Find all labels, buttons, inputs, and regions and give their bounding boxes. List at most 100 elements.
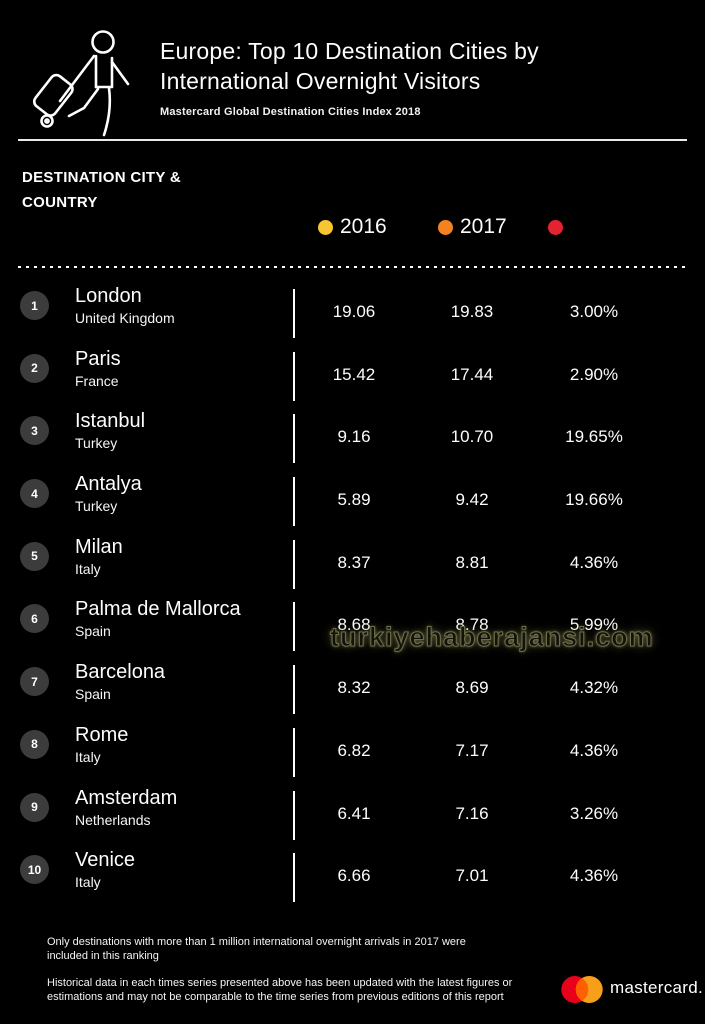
rank-badge: 1 xyxy=(20,291,49,320)
table-row: 10 Venice Italy 6.66 7.01 4.36% xyxy=(0,847,705,910)
city-name: Palma de Mallorca xyxy=(75,598,241,621)
city-name: Barcelona xyxy=(75,661,166,684)
destination-cell: Amsterdam Netherlands xyxy=(75,787,177,831)
rank-badge: 4 xyxy=(20,479,49,509)
footnote-historical: Historical data in each times series pre… xyxy=(47,977,513,1003)
value-2016: 8.37 xyxy=(337,552,371,572)
value-2016: 15.42 xyxy=(332,364,376,384)
dotted-divider xyxy=(18,266,690,268)
value-2016: 8.32 xyxy=(337,678,371,698)
row-divider xyxy=(293,477,295,527)
city-name: Venice xyxy=(75,849,136,872)
table-row: 6 Palma de Mallorca Spain 8.68 8.78 5.99% xyxy=(0,596,705,659)
value-growth: 2.90% xyxy=(569,364,619,384)
value-2017: 7.16 xyxy=(455,803,489,823)
column-header-destination: DESTINATION CITY & COUNTRY xyxy=(22,165,181,215)
column-header-line1: DESTINATION CITY & xyxy=(22,169,182,186)
destination-cell: Antalya Turkey xyxy=(75,473,142,517)
table-row: 3 Istanbul Turkey 9.16 10.70 19.65% xyxy=(0,408,705,471)
legend-dot-2016-icon xyxy=(318,219,333,235)
column-header-line2: COUNTRY xyxy=(22,194,98,211)
city-name: Rome xyxy=(75,723,129,746)
value-growth: 4.36% xyxy=(569,740,619,760)
footnote-inclusion: Only destinations with more than 1 milli… xyxy=(47,936,466,962)
destination-cell: Palma de Mallorca Spain xyxy=(75,598,241,642)
value-2017: 8.78 xyxy=(455,615,489,635)
table-row: 8 Rome Italy 6.82 7.17 4.36% xyxy=(0,722,705,785)
country-name: Turkey xyxy=(75,435,118,452)
rank-badge: 3 xyxy=(20,416,49,446)
table-row: 7 Barcelona Spain 8.32 8.69 4.32% xyxy=(0,659,705,722)
legend-label-2016: 2016 xyxy=(340,215,387,238)
value-growth: 4.32% xyxy=(569,678,619,698)
legend-item-2016: 2016 xyxy=(318,214,387,240)
destination-cell: Venice Italy xyxy=(75,849,135,893)
value-2017: 8.81 xyxy=(455,552,489,572)
rank-badge: 8 xyxy=(20,729,49,759)
header-divider xyxy=(18,139,687,141)
country-name: Netherlands xyxy=(75,811,151,828)
value-2016: 6.66 xyxy=(337,866,371,886)
destination-cell: Rome Italy xyxy=(75,724,128,768)
value-2017: 8.69 xyxy=(455,678,489,698)
table-row: 5 Milan Italy 8.37 8.81 4.36% xyxy=(0,534,705,597)
rank-badge: 5 xyxy=(20,541,49,571)
value-growth: 4.36% xyxy=(569,866,619,886)
country-name: France xyxy=(75,372,119,389)
value-2017: 7.17 xyxy=(455,740,489,760)
value-2016: 9.16 xyxy=(337,427,371,447)
rank-badge: 9 xyxy=(20,792,49,822)
table-row: 4 Antalya Turkey 5.89 9.42 19.66% xyxy=(0,471,705,534)
value-2017: 19.83 xyxy=(450,302,494,321)
value-2016: 5.89 xyxy=(337,490,371,510)
row-divider xyxy=(293,539,295,589)
table-row: 1 London United Kingdom 19.06 19.83 3.00% xyxy=(0,283,705,346)
traveler-with-suitcase-icon xyxy=(32,30,130,137)
mastercard-logo-icon xyxy=(561,976,603,1003)
rank-badge: 2 xyxy=(20,353,49,383)
value-2016: 6.82 xyxy=(337,740,371,760)
destination-cell: Barcelona Spain xyxy=(75,661,165,705)
value-2017: 9.42 xyxy=(455,490,489,510)
value-2016: 6.41 xyxy=(337,803,371,823)
country-name: United Kingdom xyxy=(75,310,175,326)
city-name: Antalya xyxy=(75,473,142,496)
destination-cell: Paris France xyxy=(75,348,121,392)
country-name: Italy xyxy=(75,560,101,577)
legend-item-2017: 2017 xyxy=(438,214,507,240)
value-2016: 8.68 xyxy=(337,615,371,635)
mastercard-wordmark: mastercard. xyxy=(610,978,704,997)
country-name: Italy xyxy=(75,874,101,891)
city-name: Amsterdam xyxy=(75,786,178,809)
legend: 2016 2017 xyxy=(0,214,705,240)
city-name: Istanbul xyxy=(75,410,146,433)
page-title: Europe: Top 10 Destination Cities by Int… xyxy=(160,36,539,96)
page-title-line2: International Overnight Visitors xyxy=(160,68,481,94)
country-name: Italy xyxy=(75,748,101,765)
destination-cell: Milan Italy xyxy=(75,536,123,580)
city-name: London xyxy=(75,285,142,307)
ranking-table: 1 London United Kingdom 19.06 19.83 3.00%… xyxy=(0,283,705,910)
country-name: Spain xyxy=(75,686,111,703)
row-divider xyxy=(293,790,295,840)
value-2017: 7.01 xyxy=(455,866,489,886)
table-row: 2 Paris France 15.42 17.44 2.90% xyxy=(0,346,705,409)
row-divider xyxy=(293,602,295,652)
country-name: Spain xyxy=(75,623,111,640)
city-name: Milan xyxy=(75,535,123,558)
watermark: turkiyehaberajansi.com xyxy=(330,622,654,653)
legend-dot-2017-icon xyxy=(438,219,453,235)
row-divider xyxy=(293,853,295,903)
legend-dot-growth-icon xyxy=(548,219,563,235)
page-subtitle: Mastercard Global Destination Cities Ind… xyxy=(160,106,421,118)
value-2017: 17.44 xyxy=(450,364,494,384)
value-growth: 19.66% xyxy=(565,490,623,510)
value-growth: 3.00% xyxy=(569,302,619,321)
city-name: Paris xyxy=(75,347,121,370)
rank-badge: 10 xyxy=(20,855,49,885)
value-growth: 5.99% xyxy=(569,615,619,635)
destination-cell: London United Kingdom xyxy=(75,285,175,329)
value-2016: 19.06 xyxy=(332,302,376,321)
value-growth: 19.65% xyxy=(565,427,623,447)
